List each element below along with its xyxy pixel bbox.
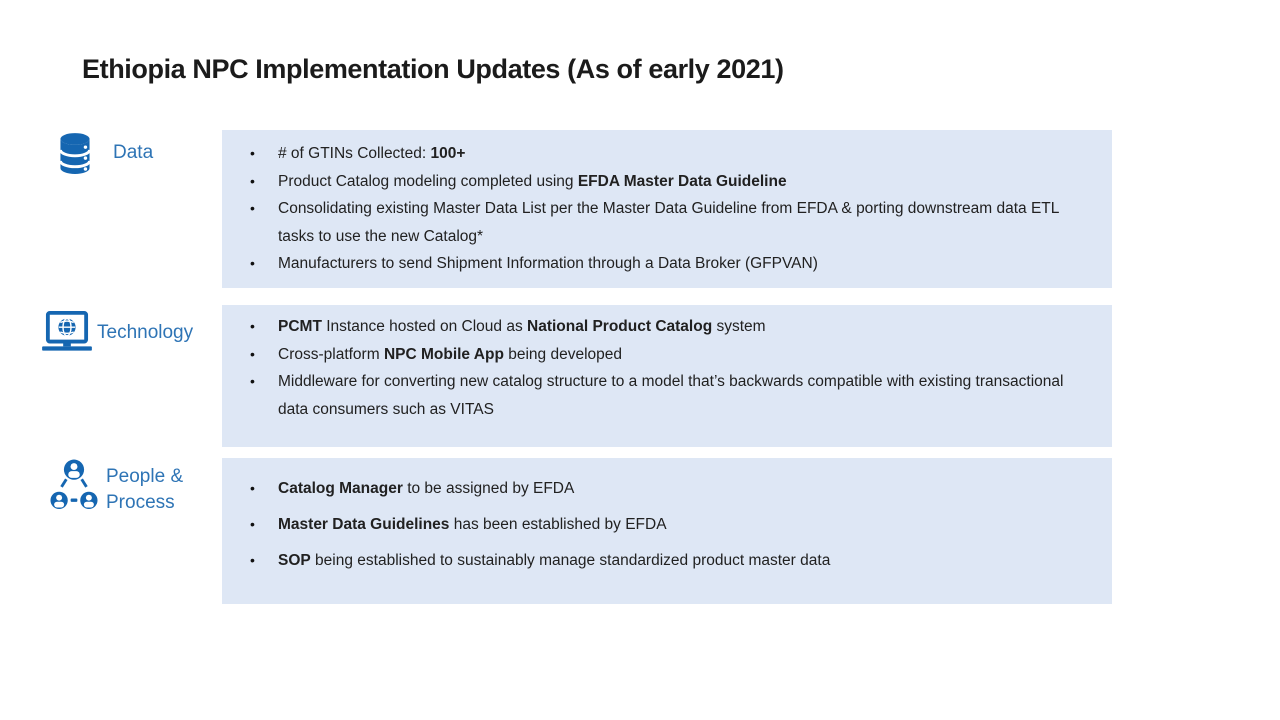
- bullet-text: Catalog Manager to be assigned by EFDA: [278, 480, 575, 497]
- bullet-item: • # of GTINs Collected: 100+: [250, 140, 1088, 168]
- section-label-people-process: People & Process: [106, 466, 184, 513]
- bullet-text: Middleware for converting new catalog st…: [278, 373, 1064, 418]
- bullet-text: Consolidating existing Master Data List …: [278, 200, 1059, 245]
- section-technology-box: • PCMT Instance hosted on Cloud as Nation…: [222, 305, 1112, 447]
- bullet-dot: •: [250, 480, 255, 496]
- bullet-dot: •: [250, 516, 255, 532]
- bullet-dot: •: [250, 318, 255, 334]
- bullet-item: • Cross-platform NPC Mobile App being dev…: [250, 341, 1088, 369]
- bullet-item: • PCMT Instance hosted on Cloud as Nation…: [250, 313, 1088, 341]
- bullet-text: Manufacturers to send Shipment Informati…: [278, 255, 818, 272]
- slide-title: Ethiopia NPC Implementation Updates (As …: [82, 54, 784, 84]
- bullet-dot: •: [250, 200, 255, 216]
- section-people-process-box: • Catalog Manager to be assigned by EFDA •…: [222, 458, 1112, 604]
- bullet-list-people-process: • Catalog Manager to be assigned by EFDA •…: [250, 475, 1088, 575]
- people-network-icon: [50, 458, 98, 517]
- bullet-item: • Product Catalog modeling completed usin…: [250, 168, 1088, 196]
- bullet-text: Cross-platform NPC Mobile App being deve…: [278, 345, 622, 363]
- bullet-item: • Middleware for converting new catalog s…: [250, 368, 1088, 423]
- bullet-dot: •: [250, 255, 255, 271]
- bullet-text: SOP being established to sustainably man…: [278, 552, 831, 569]
- bullet-list-technology: • PCMT Instance hosted on Cloud as Nation…: [250, 313, 1088, 423]
- section-label-data: Data: [113, 142, 154, 163]
- bullet-list-data: • # of GTINs Collected: 100+ • Product Cata…: [250, 140, 1088, 278]
- bullet-item: • Catalog Manager to be assigned by EFDA: [250, 475, 1088, 503]
- bullet-text: PCMT Instance hosted on Cloud as Nationa…: [278, 318, 766, 335]
- bullet-dot: •: [250, 552, 255, 568]
- bullet-item: • Manufacturers to send Shipment Informat…: [250, 250, 1088, 278]
- bullet-text: Master Data Guidelines has been establis…: [278, 516, 667, 533]
- bullet-text: Product Catalog modeling completed using…: [278, 172, 787, 190]
- bullet-item: • Master Data Guidelines has been establi…: [250, 511, 1088, 539]
- bullet-dot: •: [250, 373, 255, 389]
- bullet-dot: •: [250, 145, 255, 161]
- bullet-dot: •: [250, 172, 255, 189]
- section-label-technology: Technology: [97, 322, 194, 343]
- database-icon: [55, 132, 95, 181]
- bullet-item: • Consolidating existing Master Data List…: [250, 195, 1088, 250]
- bullet-item: • SOP being established to sustainably ma…: [250, 547, 1088, 575]
- bullet-dot: •: [250, 345, 255, 362]
- laptop-globe-icon: [40, 310, 94, 359]
- bullet-text: # of GTINs Collected: 100+: [278, 145, 466, 162]
- section-data-box: • # of GTINs Collected: 100+ • Product Cata…: [222, 130, 1112, 288]
